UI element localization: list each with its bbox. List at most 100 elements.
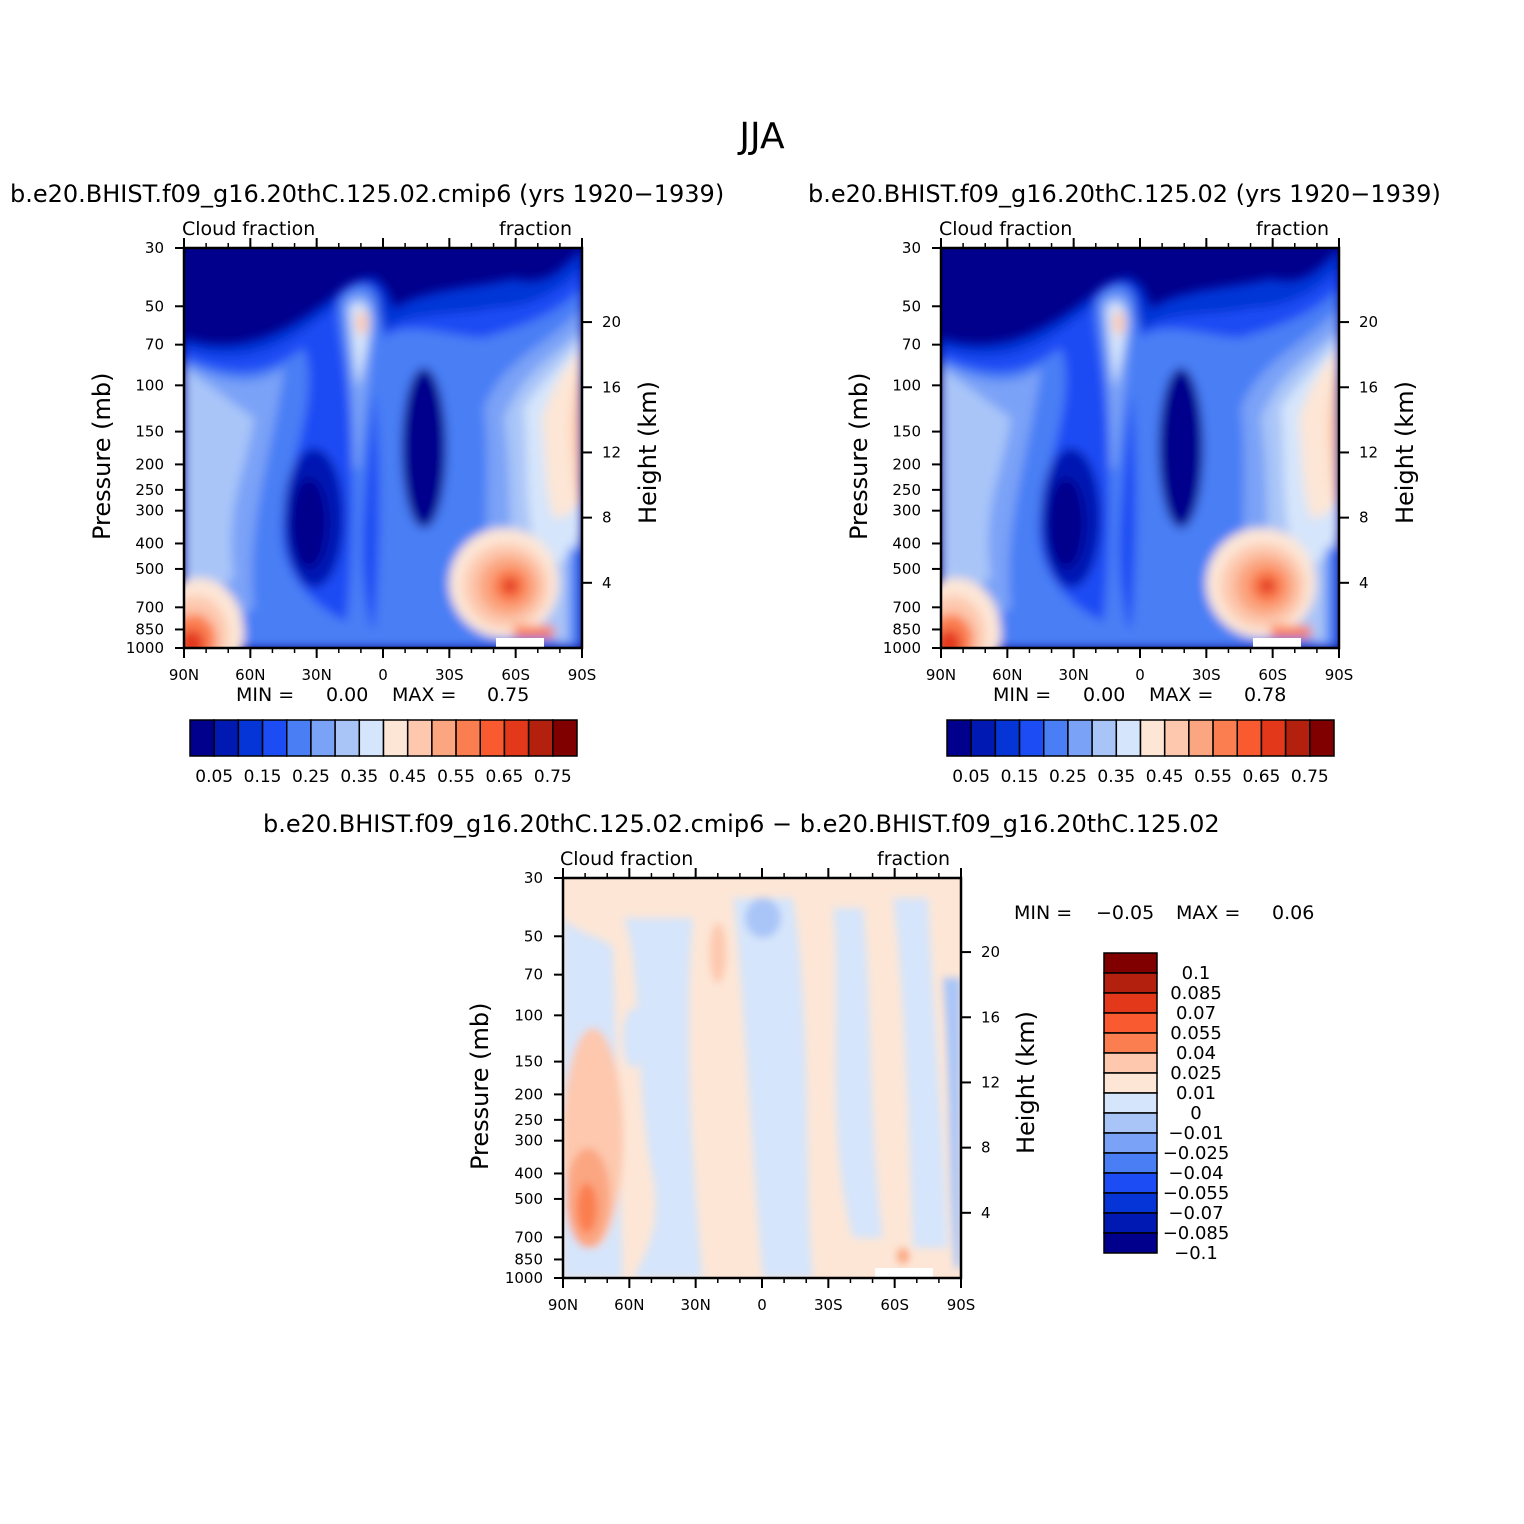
right-pressure-tick-label: 200	[892, 455, 921, 473]
left-colorbar-label: 0.05	[195, 767, 233, 787]
diff-pressure-tick-label: 700	[514, 1228, 543, 1246]
right-pressure-tick-label: 700	[892, 598, 921, 616]
diff-panel-max-text: MAX =	[1176, 902, 1241, 924]
left-pressure-tick-label: 1000	[126, 639, 164, 657]
right-colorbar-box	[1284, 719, 1311, 757]
diff-pressure-tick-label: 70	[524, 966, 543, 984]
left-panel-min-value: 0.00	[326, 684, 369, 706]
diff-colorbar-box	[1103, 1052, 1158, 1074]
right-panel-min-text: MIN =	[993, 684, 1052, 706]
right-lat-tick-label: 30S	[1192, 666, 1221, 684]
right-colorbar-box	[1115, 719, 1142, 757]
left-colorbar-label: 0.35	[340, 767, 378, 787]
diff-pressure-tick-label: 100	[514, 1006, 543, 1024]
left-colorbar-box	[431, 719, 457, 757]
left-lat-tick-label: 30N	[302, 666, 332, 684]
left-panel-title: b.e20.BHIST.f09_g16.20thC.125.02.cmip6 (…	[10, 180, 725, 208]
left-height-tick-label: 12	[602, 443, 621, 461]
right-lat-tick-label: 0	[1135, 666, 1145, 684]
left-height-tick-label: 4	[602, 574, 612, 592]
diff-height-tick-label: 16	[981, 1008, 1000, 1026]
diff-colorbar-label: 0.04	[1176, 1043, 1216, 1064]
diff-colorbar-label: −0.07	[1168, 1203, 1223, 1224]
right-colorbar-box	[1139, 719, 1166, 757]
left-colorbar-label: 0.55	[437, 767, 475, 787]
diff-pressure-tick-label: 850	[514, 1250, 543, 1268]
right-height-tick-label: 12	[1359, 443, 1378, 461]
diff-colorbar-box	[1103, 1012, 1158, 1034]
right-colorbar-box	[1163, 719, 1190, 757]
left-panel-contour-field	[154, 248, 582, 688]
left-lat-tick-label: 90N	[169, 666, 199, 684]
right-panel-variable-label: Cloud fraction	[939, 218, 1073, 240]
left-pressure-tick-label: 850	[135, 620, 164, 638]
right-colorbar-label: 0.15	[1001, 767, 1039, 787]
right-colorbar-box	[1212, 719, 1238, 757]
right-lat-tick-label: 30N	[1059, 666, 1089, 684]
left-colorbar-box	[237, 719, 264, 757]
right-colorbar-label: 0.25	[1049, 767, 1087, 787]
diff-colorbar-box	[1103, 1112, 1158, 1134]
right-colorbar-box	[1309, 719, 1335, 757]
left-colorbar-box	[382, 719, 409, 757]
right-panel-max-text: MAX =	[1149, 684, 1214, 706]
left-colorbar-box	[479, 719, 506, 757]
right-pressure-tick-label: 250	[892, 481, 921, 499]
diff-pressure-tick-label: 200	[514, 1085, 543, 1103]
diff-lat-tick-label: 90N	[548, 1296, 578, 1314]
diff-colorbar-label: −0.1	[1174, 1243, 1218, 1264]
right-height-tick-label: 4	[1359, 574, 1369, 592]
left-pressure-tick-label: 30	[145, 239, 164, 257]
left-height-tick-label: 8	[602, 509, 612, 527]
diff-colorbar-label: 0.085	[1170, 983, 1222, 1004]
right-colorbar-label: 0.65	[1243, 767, 1281, 787]
left-colorbar-box	[334, 719, 361, 757]
diff-colorbar-label: −0.055	[1163, 1183, 1230, 1204]
right-lat-tick-label: 90S	[1325, 666, 1354, 684]
left-colorbar-box	[503, 719, 530, 757]
diff-pressure-tick-label: 250	[514, 1111, 543, 1129]
left-colorbar-box	[286, 719, 312, 757]
left-panel-min-text: MIN =	[236, 684, 295, 706]
diff-lat-tick-label: 30N	[681, 1296, 711, 1314]
left-pressure-tick-label: 70	[145, 336, 164, 354]
right-colorbar-box	[946, 719, 972, 757]
right-colorbar-box	[1236, 719, 1263, 757]
diff-lat-tick-label: 30S	[814, 1296, 843, 1314]
right-pressure-tick-label: 400	[892, 534, 921, 552]
left-pressure-tick-label: 500	[135, 560, 164, 578]
right-colorbar-box	[1188, 719, 1214, 757]
left-colorbar: 0.05 0.15 0.25 0.35 0.45 0.55 0.65 0.75	[189, 719, 578, 787]
left-pressure-tick-label: 200	[135, 455, 164, 473]
diff-colorbar-box	[1103, 1232, 1158, 1254]
diff-colorbar-label: 0.07	[1176, 1003, 1216, 1024]
left-pressure-tick-label: 300	[135, 502, 164, 520]
diff-colorbar-label: −0.04	[1168, 1163, 1223, 1184]
left-lat-tick-label: 30S	[435, 666, 464, 684]
right-pressure-tick-label: 300	[892, 502, 921, 520]
left-height-tick-label: 16	[602, 378, 621, 396]
right-colorbar: 0.05 0.15 0.25 0.35 0.45 0.55 0.65 0.75	[946, 719, 1335, 787]
left-height-tick-label: 20	[602, 313, 621, 331]
left-colorbar-label: 0.75	[534, 767, 572, 787]
left-panel-max-text: MAX =	[392, 684, 457, 706]
right-pressure-tick-label: 70	[902, 336, 921, 354]
left-colorbar-box	[455, 719, 481, 757]
diff-pressure-tick-label: 1000	[505, 1269, 543, 1287]
right-pressure-tick-label: 850	[892, 620, 921, 638]
left-pressure-tick-label: 150	[135, 423, 164, 441]
left-pressure-tick-label: 100	[135, 376, 164, 394]
left-panel-max-value: 0.75	[487, 684, 530, 706]
diff-colorbar-box	[1103, 1072, 1158, 1094]
diff-lat-tick-label: 60S	[880, 1296, 909, 1314]
diff-pressure-tick-label: 300	[514, 1132, 543, 1150]
diff-colorbar-box	[1103, 972, 1158, 994]
left-lat-tick-label: 90S	[568, 666, 597, 684]
right-colorbar-box	[1260, 719, 1287, 757]
diff-pressure-tick-label: 30	[524, 869, 543, 887]
right-colorbar-box	[1091, 719, 1118, 757]
left-lat-tick-label: 0	[378, 666, 388, 684]
